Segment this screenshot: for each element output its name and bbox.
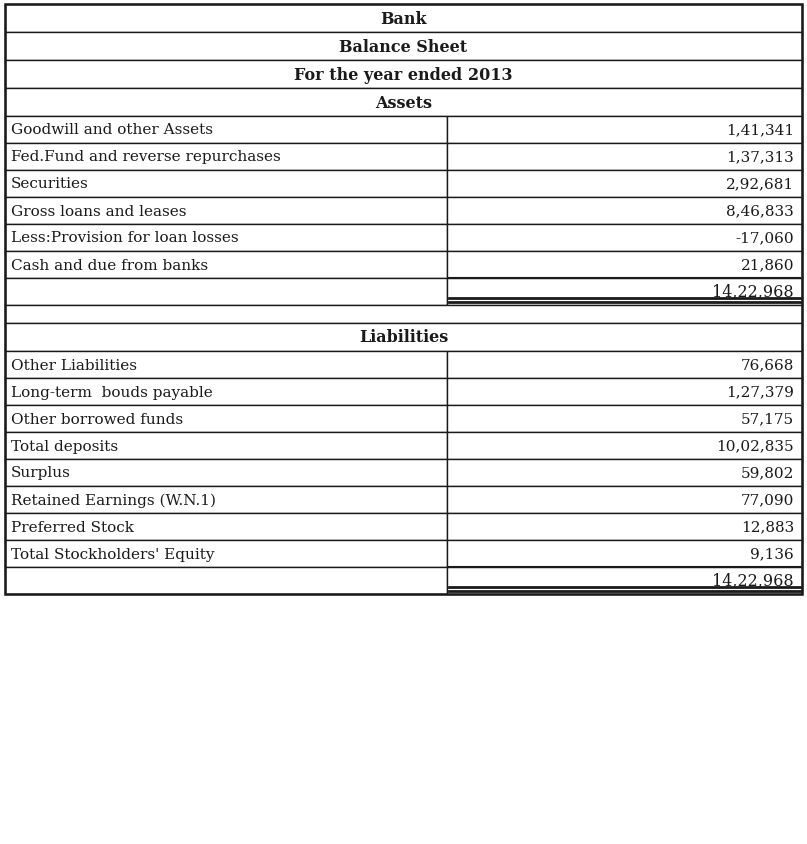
Text: For the year ended 2013: For the year ended 2013 xyxy=(295,67,512,84)
Text: 1,41,341: 1,41,341 xyxy=(725,123,794,138)
Bar xyxy=(447,252,802,279)
Bar xyxy=(447,352,802,379)
Bar xyxy=(447,432,802,459)
Text: Retained Earnings (W.N.1): Retained Earnings (W.N.1) xyxy=(11,493,216,507)
Text: 21,860: 21,860 xyxy=(741,258,794,272)
Text: Total deposits: Total deposits xyxy=(11,439,118,453)
Text: Other borrowed funds: Other borrowed funds xyxy=(11,412,183,426)
Text: 76,668: 76,668 xyxy=(741,358,794,372)
Bar xyxy=(5,405,447,432)
Text: Preferred Stock: Preferred Stock xyxy=(11,520,134,534)
Bar xyxy=(447,143,802,170)
Bar xyxy=(5,352,447,379)
Text: Total Stockholders' Equity: Total Stockholders' Equity xyxy=(11,547,215,560)
Bar xyxy=(5,5,802,594)
Text: Cash and due from banks: Cash and due from banks xyxy=(11,258,208,272)
Bar xyxy=(5,197,447,225)
Bar xyxy=(5,379,447,405)
Bar xyxy=(447,567,802,594)
Bar xyxy=(5,61,802,89)
Text: 1,27,379: 1,27,379 xyxy=(726,385,794,399)
Text: Surplus: Surplus xyxy=(11,466,71,480)
Text: Liabilities: Liabilities xyxy=(359,329,448,346)
Bar xyxy=(447,379,802,405)
Bar xyxy=(447,405,802,432)
Text: Securities: Securities xyxy=(11,177,89,192)
Bar xyxy=(5,225,447,252)
Bar xyxy=(447,197,802,225)
Bar xyxy=(5,567,447,594)
Bar xyxy=(447,116,802,143)
Bar xyxy=(447,279,802,306)
Bar xyxy=(5,5,802,33)
Text: Gross loans and leases: Gross loans and leases xyxy=(11,204,186,219)
Bar xyxy=(447,170,802,197)
Bar xyxy=(5,323,802,352)
Text: 14,22,968: 14,22,968 xyxy=(713,572,794,589)
Text: 10,02,835: 10,02,835 xyxy=(717,439,794,453)
Bar xyxy=(5,486,447,513)
Text: 2,92,681: 2,92,681 xyxy=(725,177,794,192)
Bar xyxy=(5,89,802,116)
Bar xyxy=(5,540,447,567)
Text: 59,802: 59,802 xyxy=(741,466,794,480)
Bar xyxy=(5,170,447,197)
Text: Other Liabilities: Other Liabilities xyxy=(11,358,137,372)
Text: Fed.Fund and reverse repurchases: Fed.Fund and reverse repurchases xyxy=(11,150,281,165)
Bar xyxy=(5,116,447,143)
Bar xyxy=(5,252,447,279)
Bar xyxy=(447,486,802,513)
Bar xyxy=(5,33,802,61)
Text: -17,060: -17,060 xyxy=(735,231,794,246)
Text: Less:Provision for loan losses: Less:Provision for loan losses xyxy=(11,231,239,246)
Bar xyxy=(447,459,802,486)
Bar xyxy=(447,225,802,252)
Bar xyxy=(5,432,447,459)
Text: Bank: Bank xyxy=(380,10,427,28)
Text: 9,136: 9,136 xyxy=(751,547,794,560)
Text: Assets: Assets xyxy=(375,95,432,111)
Bar xyxy=(447,540,802,567)
Text: Goodwill and other Assets: Goodwill and other Assets xyxy=(11,123,213,138)
Bar xyxy=(5,513,447,540)
Text: 77,090: 77,090 xyxy=(741,493,794,507)
Text: Balance Sheet: Balance Sheet xyxy=(340,39,467,56)
Text: 8,46,833: 8,46,833 xyxy=(726,204,794,219)
Text: 57,175: 57,175 xyxy=(741,412,794,426)
Text: 14,22,968: 14,22,968 xyxy=(713,284,794,300)
Bar xyxy=(447,513,802,540)
Bar xyxy=(5,279,447,306)
Bar xyxy=(5,459,447,486)
Text: 1,37,313: 1,37,313 xyxy=(726,150,794,165)
Bar xyxy=(5,306,802,323)
Text: 12,883: 12,883 xyxy=(741,520,794,534)
Text: Long-term  bouds payable: Long-term bouds payable xyxy=(11,385,213,399)
Bar xyxy=(5,143,447,170)
